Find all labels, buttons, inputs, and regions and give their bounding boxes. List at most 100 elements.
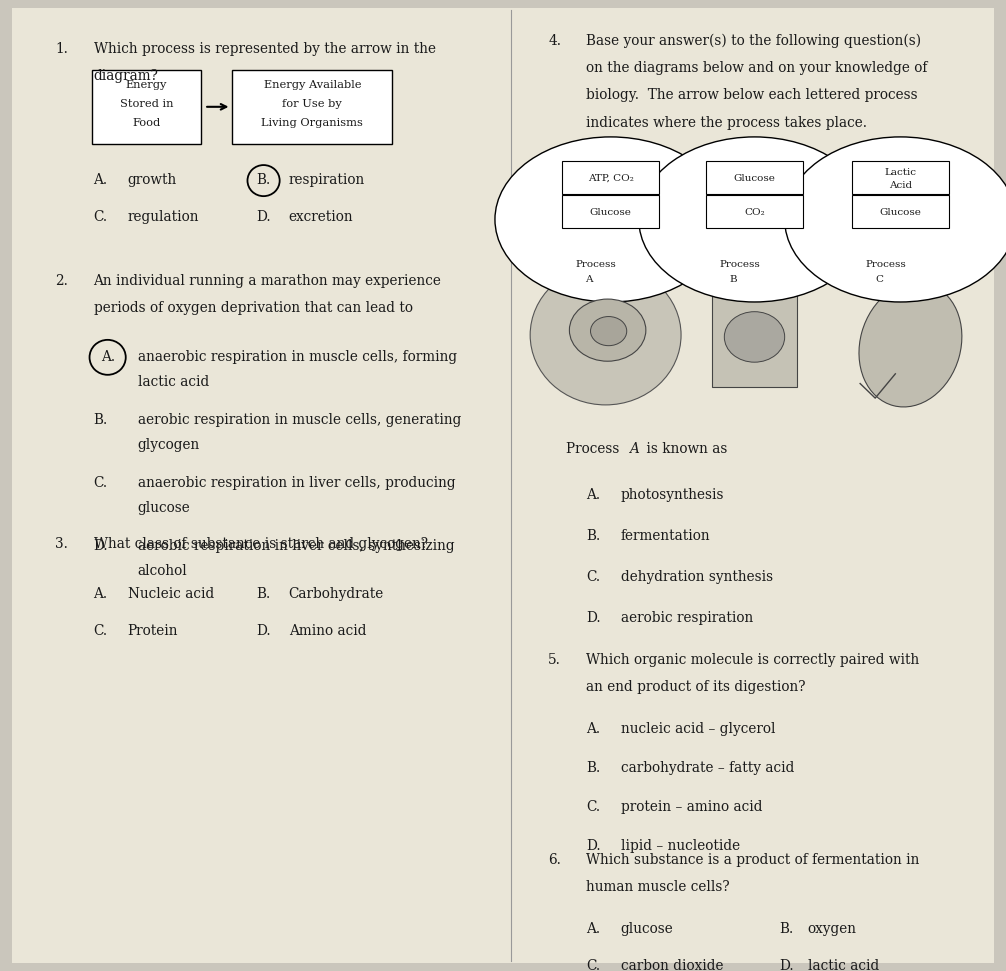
Text: on the diagrams below and on your knowledge of: on the diagrams below and on your knowle… xyxy=(586,61,928,75)
Ellipse shape xyxy=(639,137,870,302)
Text: Nucleic acid: Nucleic acid xyxy=(128,587,214,601)
Text: indicates where the process takes place.: indicates where the process takes place. xyxy=(586,116,867,129)
Text: lactic acid: lactic acid xyxy=(808,959,879,971)
Text: A.: A. xyxy=(94,587,108,601)
Text: D.: D. xyxy=(586,839,602,853)
Text: Lactic: Lactic xyxy=(884,168,916,177)
Text: nucleic acid – glycerol: nucleic acid – glycerol xyxy=(621,722,776,736)
Ellipse shape xyxy=(724,312,785,362)
Text: Glucose: Glucose xyxy=(590,208,632,217)
Text: oxygen: oxygen xyxy=(808,922,857,936)
Text: An individual running a marathon may experience: An individual running a marathon may exp… xyxy=(94,274,442,287)
Text: protein – amino acid: protein – amino acid xyxy=(621,800,763,814)
Text: for Use by: for Use by xyxy=(283,99,342,109)
Text: 5.: 5. xyxy=(548,653,561,666)
FancyBboxPatch shape xyxy=(712,286,797,387)
Text: diagram?: diagram? xyxy=(94,69,158,83)
Text: an end product of its digestion?: an end product of its digestion? xyxy=(586,680,806,693)
Text: Which organic molecule is correctly paired with: Which organic molecule is correctly pair… xyxy=(586,653,919,666)
Text: What class of substance is starch and glycogen?: What class of substance is starch and gl… xyxy=(94,537,428,551)
Text: B: B xyxy=(729,275,737,284)
Text: 1.: 1. xyxy=(55,42,68,55)
FancyBboxPatch shape xyxy=(851,161,950,194)
Text: B.: B. xyxy=(780,922,794,936)
Text: D.: D. xyxy=(586,611,602,624)
Text: Food: Food xyxy=(132,118,161,128)
Text: C.: C. xyxy=(586,959,601,971)
Text: alcohol: alcohol xyxy=(138,564,187,578)
FancyBboxPatch shape xyxy=(851,195,950,228)
Text: anaerobic respiration in muscle cells, forming: anaerobic respiration in muscle cells, f… xyxy=(138,350,457,363)
Text: glycogen: glycogen xyxy=(138,438,200,452)
Text: Acid: Acid xyxy=(889,181,911,189)
Text: B.: B. xyxy=(586,529,601,543)
Text: C.: C. xyxy=(94,476,108,489)
Text: lactic acid: lactic acid xyxy=(138,375,209,388)
Text: B.: B. xyxy=(586,761,601,775)
FancyBboxPatch shape xyxy=(561,195,660,228)
Text: biology.  The arrow below each lettered process: biology. The arrow below each lettered p… xyxy=(586,88,918,102)
Text: photosynthesis: photosynthesis xyxy=(621,488,724,502)
Text: regulation: regulation xyxy=(128,210,199,223)
Text: anaerobic respiration in liver cells, producing: anaerobic respiration in liver cells, pr… xyxy=(138,476,456,489)
Text: C: C xyxy=(875,275,883,284)
FancyBboxPatch shape xyxy=(706,195,803,228)
Text: aerobic respiration in muscle cells, generating: aerobic respiration in muscle cells, gen… xyxy=(138,413,461,426)
Text: B.: B. xyxy=(94,413,108,426)
Text: 6.: 6. xyxy=(548,853,561,866)
FancyBboxPatch shape xyxy=(561,161,660,194)
Text: C.: C. xyxy=(94,210,108,223)
Text: 4.: 4. xyxy=(548,34,561,48)
Text: CO₂: CO₂ xyxy=(744,208,765,217)
Text: D.: D. xyxy=(257,624,271,638)
Text: dehydration synthesis: dehydration synthesis xyxy=(621,570,773,584)
Text: periods of oxygen deprivation that can lead to: periods of oxygen deprivation that can l… xyxy=(94,301,412,315)
Text: A: A xyxy=(629,442,639,455)
Text: human muscle cells?: human muscle cells? xyxy=(586,880,730,893)
Text: B.: B. xyxy=(257,173,271,186)
Text: Energy: Energy xyxy=(126,80,167,89)
Text: 3.: 3. xyxy=(55,537,68,551)
Text: Amino acid: Amino acid xyxy=(289,624,366,638)
Text: A.: A. xyxy=(586,922,601,936)
Text: D.: D. xyxy=(780,959,795,971)
Text: Which substance is a product of fermentation in: Which substance is a product of fermenta… xyxy=(586,853,919,866)
Text: 2.: 2. xyxy=(55,274,68,287)
Text: Protein: Protein xyxy=(128,624,178,638)
Text: Energy Available: Energy Available xyxy=(264,80,361,89)
Text: respiration: respiration xyxy=(289,173,365,186)
Text: C.: C. xyxy=(586,800,601,814)
Text: Process: Process xyxy=(575,260,617,269)
Text: growth: growth xyxy=(128,173,177,186)
Text: Glucose: Glucose xyxy=(879,208,921,217)
Text: C.: C. xyxy=(586,570,601,584)
Ellipse shape xyxy=(859,283,962,407)
Ellipse shape xyxy=(569,299,646,361)
Text: Stored in: Stored in xyxy=(120,99,173,109)
FancyBboxPatch shape xyxy=(232,70,392,144)
Ellipse shape xyxy=(495,137,726,302)
FancyBboxPatch shape xyxy=(706,161,803,194)
Text: excretion: excretion xyxy=(289,210,353,223)
Text: Living Organisms: Living Organisms xyxy=(262,118,363,128)
Text: Process: Process xyxy=(865,260,906,269)
Text: Which process is represented by the arrow in the: Which process is represented by the arro… xyxy=(94,42,436,55)
Text: carbon dioxide: carbon dioxide xyxy=(621,959,723,971)
Text: C.: C. xyxy=(94,624,108,638)
Text: A.: A. xyxy=(586,488,601,502)
Text: A: A xyxy=(585,275,593,284)
Text: glucose: glucose xyxy=(621,922,673,936)
Ellipse shape xyxy=(591,317,627,346)
Text: Base your answer(s) to the following question(s): Base your answer(s) to the following que… xyxy=(586,34,921,49)
Text: aerobic respiration: aerobic respiration xyxy=(621,611,752,624)
FancyBboxPatch shape xyxy=(92,70,201,144)
Text: A.: A. xyxy=(586,722,601,736)
Text: carbohydrate – fatty acid: carbohydrate – fatty acid xyxy=(621,761,794,775)
Text: lipid – nucleotide: lipid – nucleotide xyxy=(621,839,739,853)
Text: glucose: glucose xyxy=(138,501,190,515)
Text: A.: A. xyxy=(94,173,108,186)
Text: Process: Process xyxy=(719,260,761,269)
Text: aerobic respiration in liver cells, synthesizing: aerobic respiration in liver cells, synt… xyxy=(138,539,455,552)
Text: Process: Process xyxy=(566,442,624,455)
Text: is known as: is known as xyxy=(642,442,727,455)
